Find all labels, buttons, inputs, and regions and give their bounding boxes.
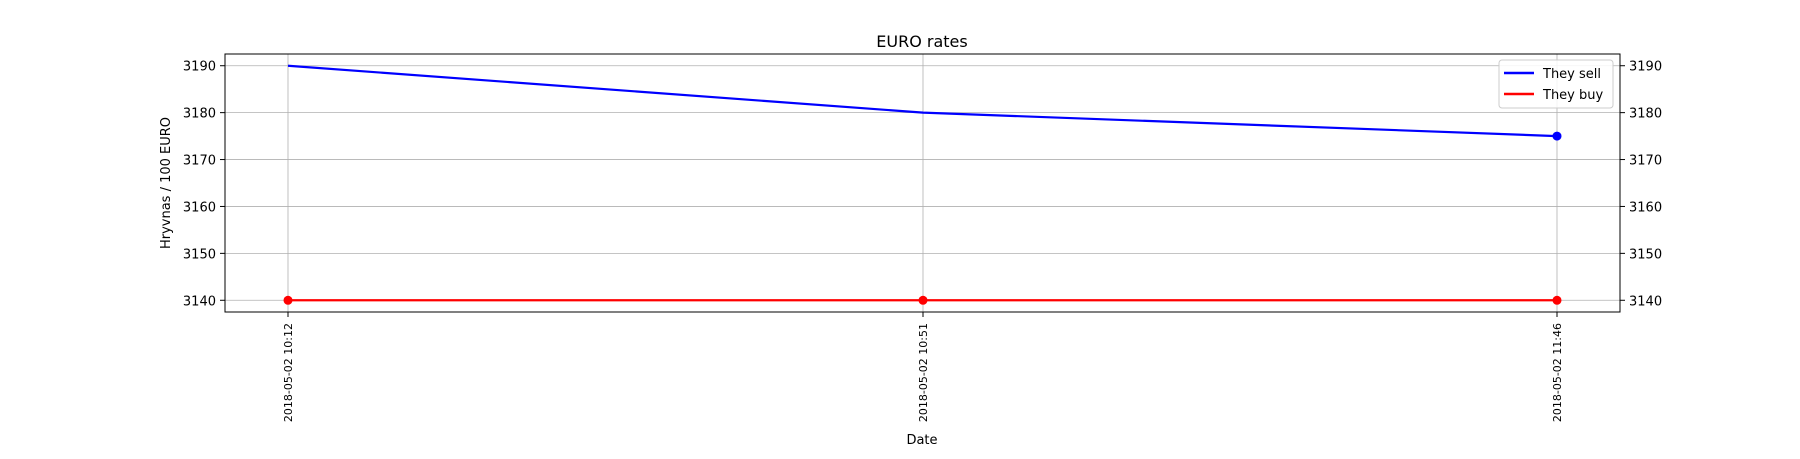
right-y-tick-label: 3150 (1629, 247, 1662, 262)
right-y-tick-label: 3180 (1629, 107, 1662, 122)
legend: They sell They buy (1498, 59, 1614, 109)
y-tick-label: 3180 (183, 107, 216, 122)
x-tick-label: 2018-05-02 10:12 (282, 323, 295, 422)
series-line-they-sell (287, 64, 1558, 138)
x-axis: 2018-05-02 10:12 2018-05-02 10:51 2018-05-… (282, 312, 1564, 422)
x-tick-label: 2018-05-02 11:46 (1551, 323, 1564, 422)
series-layer (283, 64, 1562, 305)
y-tick-label: 3190 (183, 60, 216, 75)
right-y-tick-label: 3160 (1629, 200, 1662, 215)
data-point-they-sell (1552, 131, 1562, 141)
data-point-they-buy (1552, 295, 1562, 305)
data-point-they-buy (918, 295, 928, 305)
right-y-tick-label: 3190 (1629, 60, 1662, 75)
left-y-axis: 3140 3150 3160 3170 3180 3190 (183, 60, 225, 309)
y-tick-label: 3160 (183, 200, 216, 215)
y-tick-label: 3170 (183, 154, 216, 169)
right-y-tick-label: 3140 (1629, 294, 1662, 309)
x-tick-label: 2018-05-02 10:51 (917, 323, 930, 422)
y-tick-label: 3140 (183, 294, 216, 309)
chart-title: EURO rates (876, 32, 967, 51)
x-axis-label: Date (906, 433, 937, 448)
data-point-they-buy (283, 295, 293, 305)
right-y-tick-label: 3170 (1629, 154, 1662, 169)
legend-label-they-buy: They buy (1542, 88, 1603, 103)
legend-label-they-sell: They sell (1542, 67, 1601, 82)
right-y-axis: 3140 3150 3160 3170 3180 3190 (1620, 60, 1662, 309)
y-axis-label: Hryvnas / 100 EURO (159, 117, 174, 249)
y-tick-label: 3150 (183, 247, 216, 262)
